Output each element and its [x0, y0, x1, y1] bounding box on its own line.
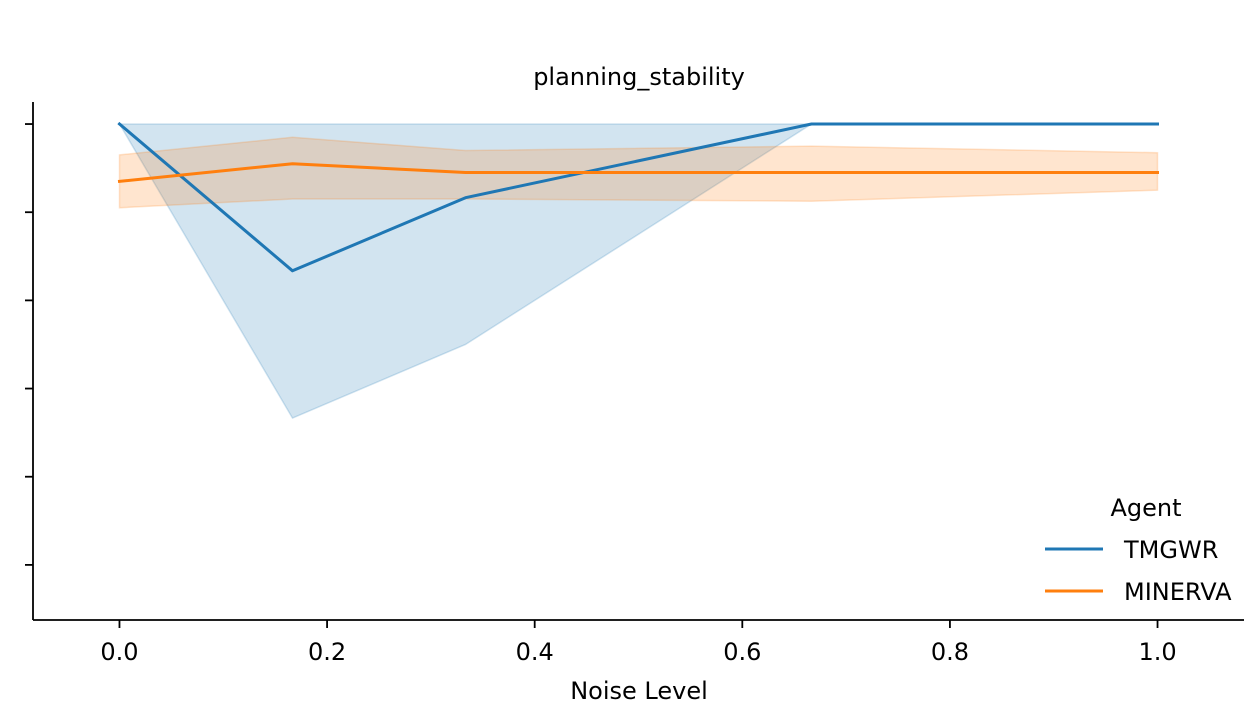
- ci-band-tmgwr: [118, 123, 1158, 420]
- x-ticks: 0.0 0.2 0.4 0.6 0.8 1.0: [100, 620, 1177, 666]
- chart-title: planning_stability: [533, 63, 745, 91]
- x-tick-label: 0.0: [100, 638, 138, 666]
- axes: [32, 102, 1244, 621]
- y-ticks: [25, 123, 33, 566]
- legend-title: Agent: [1110, 494, 1181, 522]
- x-tick-label: 0.6: [723, 638, 761, 666]
- x-tick-label: 1.0: [1138, 638, 1176, 666]
- legend: Agent TMGWR MINERVA: [1045, 494, 1232, 606]
- series-line-minerva: [117, 162, 1159, 184]
- x-axis-label: Noise Level: [570, 677, 708, 705]
- x-tick-label: 0.4: [516, 638, 554, 666]
- legend-label-tmgwr: TMGWR: [1123, 536, 1218, 564]
- series-lines: [117, 121, 1159, 273]
- x-tick-label: 0.2: [308, 638, 346, 666]
- legend-label-minerva: MINERVA: [1124, 578, 1232, 606]
- x-tick-label: 0.8: [931, 638, 969, 666]
- series-line-tmgwr: [117, 121, 1159, 273]
- legend-items: TMGWR MINERVA: [1045, 536, 1232, 606]
